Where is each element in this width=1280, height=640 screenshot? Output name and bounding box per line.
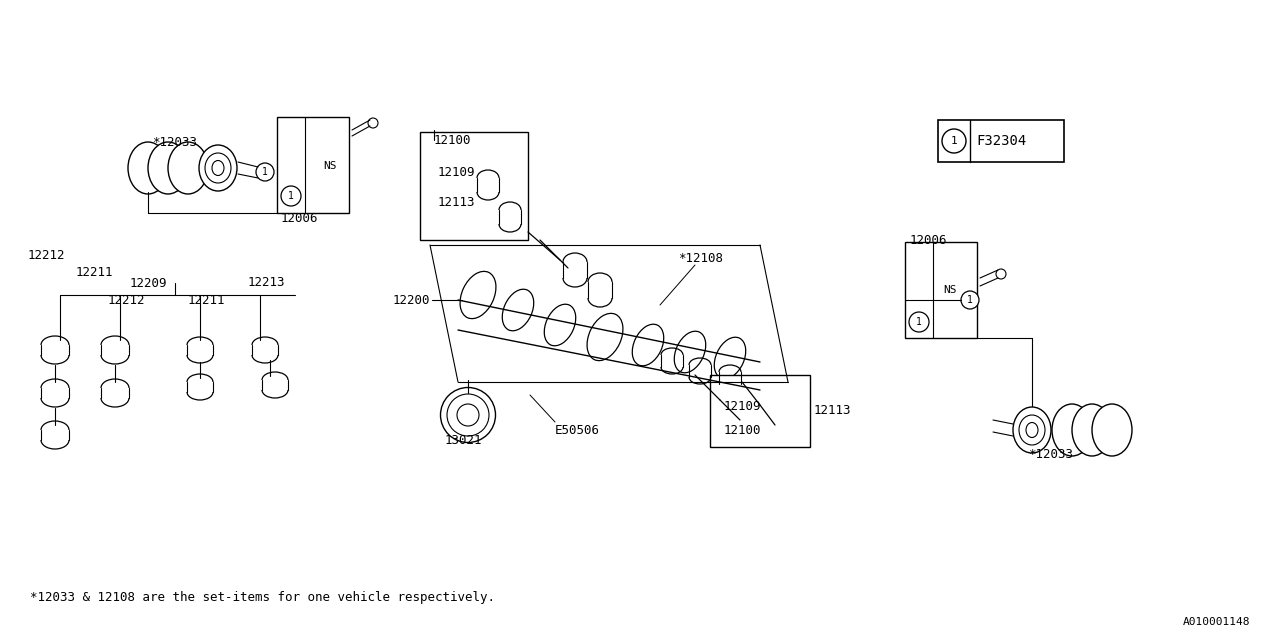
- Text: 12100: 12100: [434, 134, 471, 147]
- Text: 1: 1: [288, 191, 294, 201]
- Text: 1: 1: [916, 317, 922, 327]
- Text: A010001148: A010001148: [1183, 617, 1251, 627]
- Text: NS: NS: [943, 285, 956, 295]
- Bar: [420, 132, 529, 240]
- Circle shape: [961, 291, 979, 309]
- Ellipse shape: [544, 304, 576, 346]
- Circle shape: [256, 163, 274, 181]
- Text: 1: 1: [968, 295, 973, 305]
- Ellipse shape: [148, 142, 188, 194]
- Text: 12200: 12200: [393, 294, 430, 307]
- Circle shape: [282, 186, 301, 206]
- Ellipse shape: [128, 142, 168, 194]
- Text: F32304: F32304: [977, 134, 1027, 148]
- Text: 12109: 12109: [438, 166, 475, 179]
- Circle shape: [942, 129, 966, 153]
- Ellipse shape: [1092, 404, 1132, 456]
- Text: 12212: 12212: [108, 294, 146, 307]
- Text: 1: 1: [951, 136, 957, 146]
- Ellipse shape: [714, 337, 746, 379]
- Circle shape: [996, 269, 1006, 279]
- Circle shape: [909, 312, 929, 332]
- Ellipse shape: [675, 332, 705, 372]
- Text: 12211: 12211: [76, 266, 114, 278]
- Ellipse shape: [447, 394, 489, 436]
- Ellipse shape: [205, 153, 230, 183]
- Ellipse shape: [457, 404, 479, 426]
- Text: 12113: 12113: [438, 195, 475, 209]
- Ellipse shape: [198, 145, 237, 191]
- Text: 12211: 12211: [188, 294, 225, 307]
- Bar: [276, 117, 349, 213]
- Ellipse shape: [1073, 404, 1112, 456]
- Bar: [710, 375, 810, 447]
- Text: 13021: 13021: [445, 433, 483, 447]
- Text: 12209: 12209: [131, 276, 168, 289]
- Text: *12033: *12033: [1028, 449, 1073, 461]
- Ellipse shape: [440, 387, 495, 442]
- Text: 12006: 12006: [909, 234, 947, 246]
- Ellipse shape: [1019, 415, 1044, 445]
- Ellipse shape: [212, 161, 224, 175]
- Ellipse shape: [168, 142, 209, 194]
- Text: 12100: 12100: [724, 424, 762, 436]
- Ellipse shape: [460, 271, 495, 319]
- Text: *12033: *12033: [152, 136, 197, 148]
- Text: 12212: 12212: [28, 248, 65, 262]
- Circle shape: [369, 118, 378, 128]
- Text: 1: 1: [262, 167, 268, 177]
- Text: 12213: 12213: [248, 275, 285, 289]
- Text: 12006: 12006: [280, 211, 317, 225]
- Text: *12108: *12108: [678, 252, 723, 264]
- Text: 12113: 12113: [814, 403, 851, 417]
- Text: E50506: E50506: [556, 424, 600, 436]
- Bar: [938, 120, 1064, 162]
- Ellipse shape: [1052, 404, 1092, 456]
- Text: NS: NS: [324, 161, 337, 171]
- Ellipse shape: [632, 324, 664, 366]
- Text: *12033 & 12108 are the set-items for one vehicle respectively.: *12033 & 12108 are the set-items for one…: [29, 591, 495, 605]
- Ellipse shape: [502, 289, 534, 331]
- Ellipse shape: [1027, 422, 1038, 438]
- Ellipse shape: [1012, 407, 1051, 453]
- Ellipse shape: [588, 314, 623, 361]
- Text: 12109: 12109: [724, 401, 762, 413]
- Bar: [905, 242, 977, 338]
